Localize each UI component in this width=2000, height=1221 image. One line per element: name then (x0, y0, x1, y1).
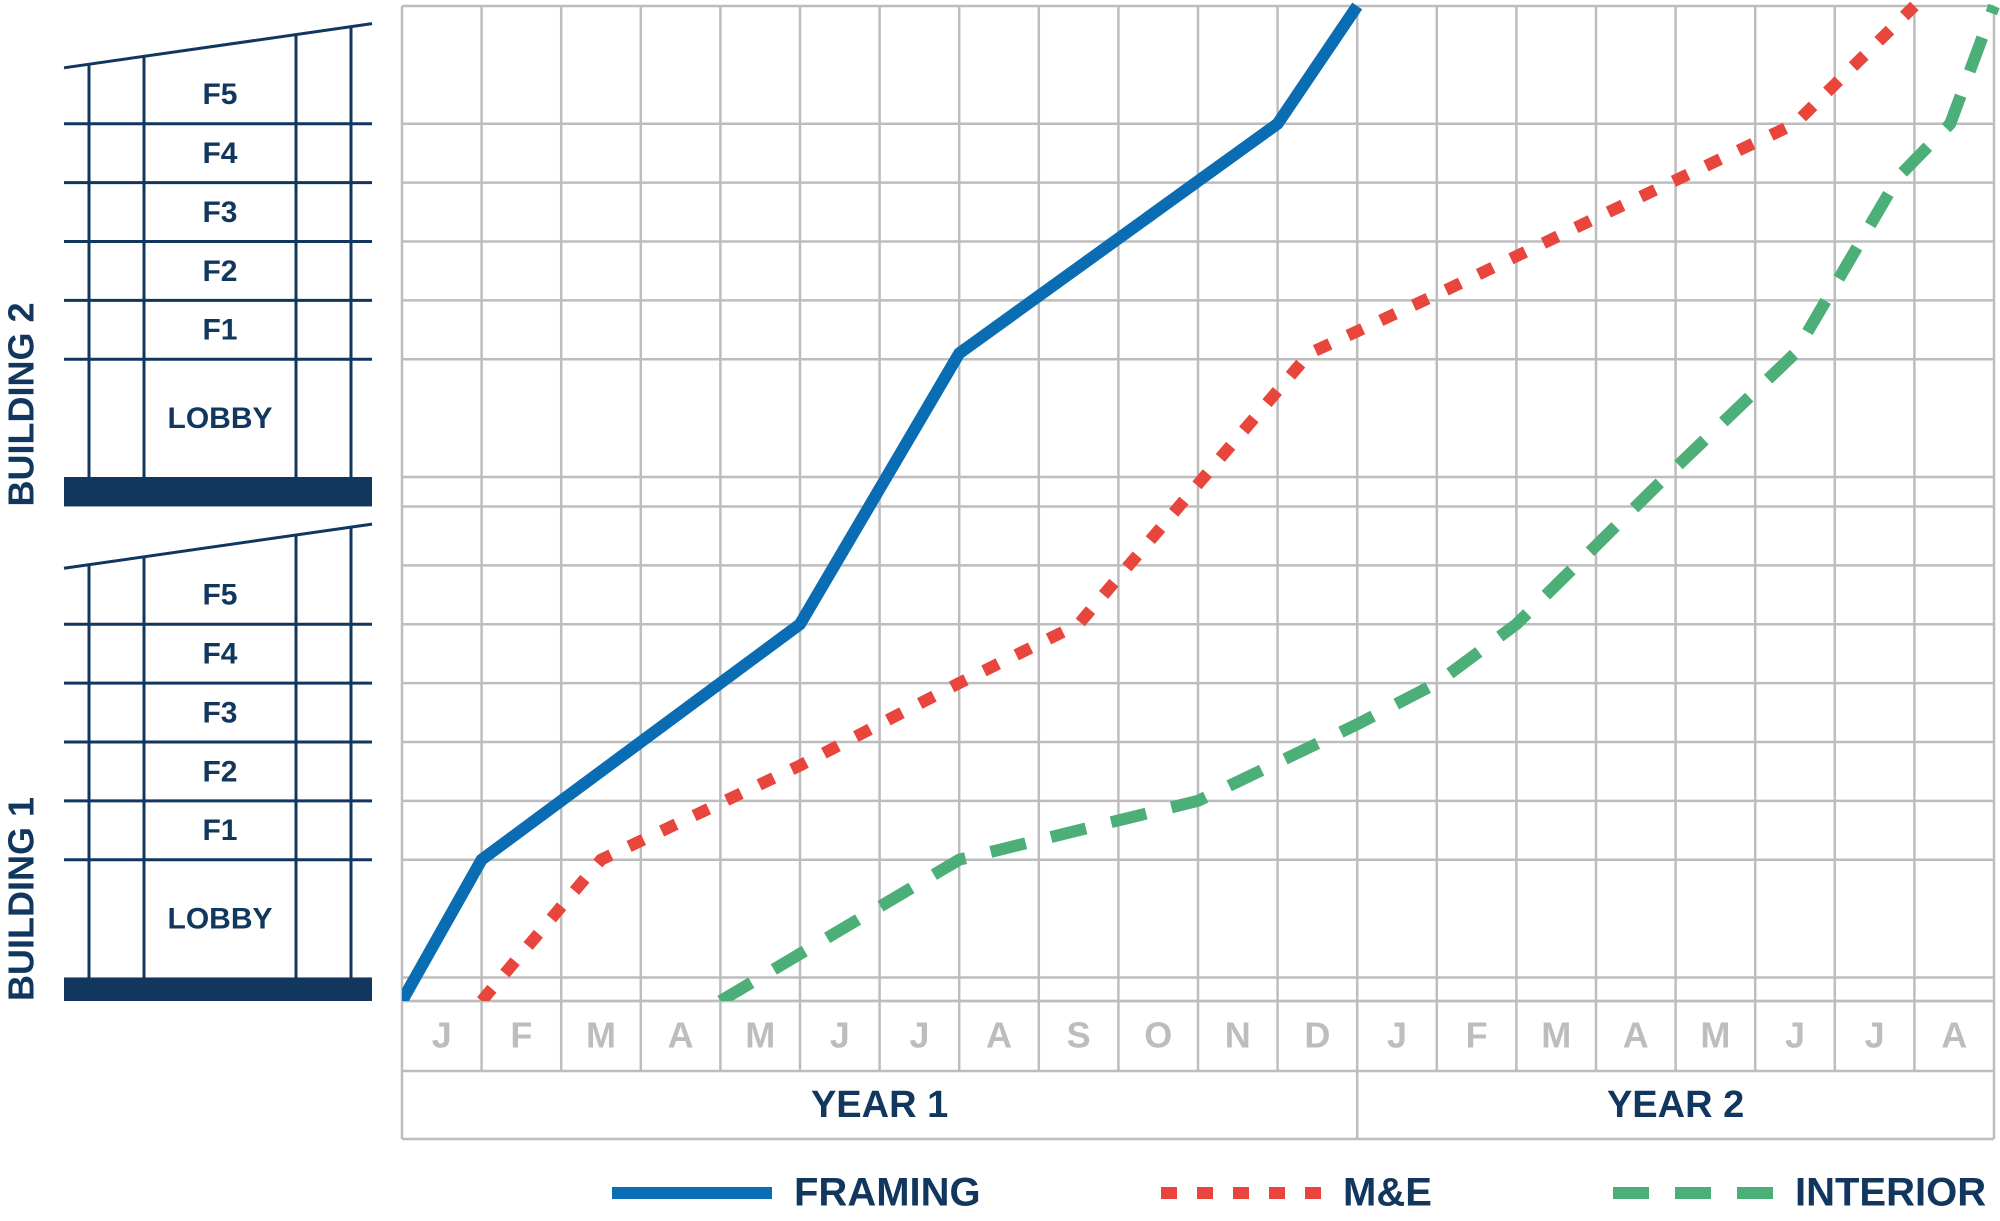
month-label: N (1225, 1015, 1251, 1056)
month-label: J (432, 1015, 452, 1056)
year-label: YEAR 1 (811, 1084, 948, 1126)
month-label: A (1941, 1015, 1967, 1056)
building-label: BUILDING 1 (1, 797, 42, 1001)
month-label: A (1623, 1015, 1649, 1056)
series-line (477, 1, 1919, 1001)
month-label: J (1785, 1015, 1805, 1056)
month-label: O (1144, 1015, 1172, 1056)
floor-label: F1 (202, 814, 237, 847)
floor-label: F1 (202, 314, 237, 347)
month-label: J (1387, 1015, 1407, 1056)
month-label: M (745, 1015, 775, 1056)
month-label: S (1067, 1015, 1091, 1056)
floor-label: F3 (202, 696, 237, 729)
roof-line (63, 22, 373, 70)
floor-label: F2 (202, 255, 237, 288)
month-label: A (668, 1015, 694, 1056)
building-base (64, 977, 372, 1001)
month-label: D (1304, 1015, 1330, 1056)
roof-line (63, 522, 373, 570)
building-base (64, 477, 372, 507)
month-label: J (1865, 1015, 1885, 1056)
month-label: F (510, 1015, 532, 1056)
month-label: M (1541, 1015, 1571, 1056)
legend-label: FRAMING (794, 1171, 981, 1215)
month-label: M (586, 1015, 616, 1056)
series-line (717, 3, 2000, 1001)
year-label: YEAR 2 (1607, 1084, 1744, 1126)
floor-label: LOBBY (168, 902, 273, 935)
floor-label: F2 (202, 755, 237, 788)
series-line (402, 2, 1363, 1001)
floor-label: F4 (202, 137, 237, 170)
month-label: J (830, 1015, 850, 1056)
legend-label: M&E (1343, 1171, 1432, 1215)
floor-label: LOBBY (168, 402, 273, 435)
legend-label: INTERIOR (1795, 1171, 1986, 1215)
building-label: BUILDING 2 (1, 302, 42, 506)
month-label: M (1700, 1015, 1730, 1056)
floor-label: F5 (202, 78, 237, 111)
floor-label: F4 (202, 638, 237, 671)
month-label: A (986, 1015, 1012, 1056)
month-label: J (909, 1015, 929, 1056)
floor-label: F5 (202, 579, 237, 612)
floor-label: F3 (202, 196, 237, 229)
month-label: F (1466, 1015, 1488, 1056)
